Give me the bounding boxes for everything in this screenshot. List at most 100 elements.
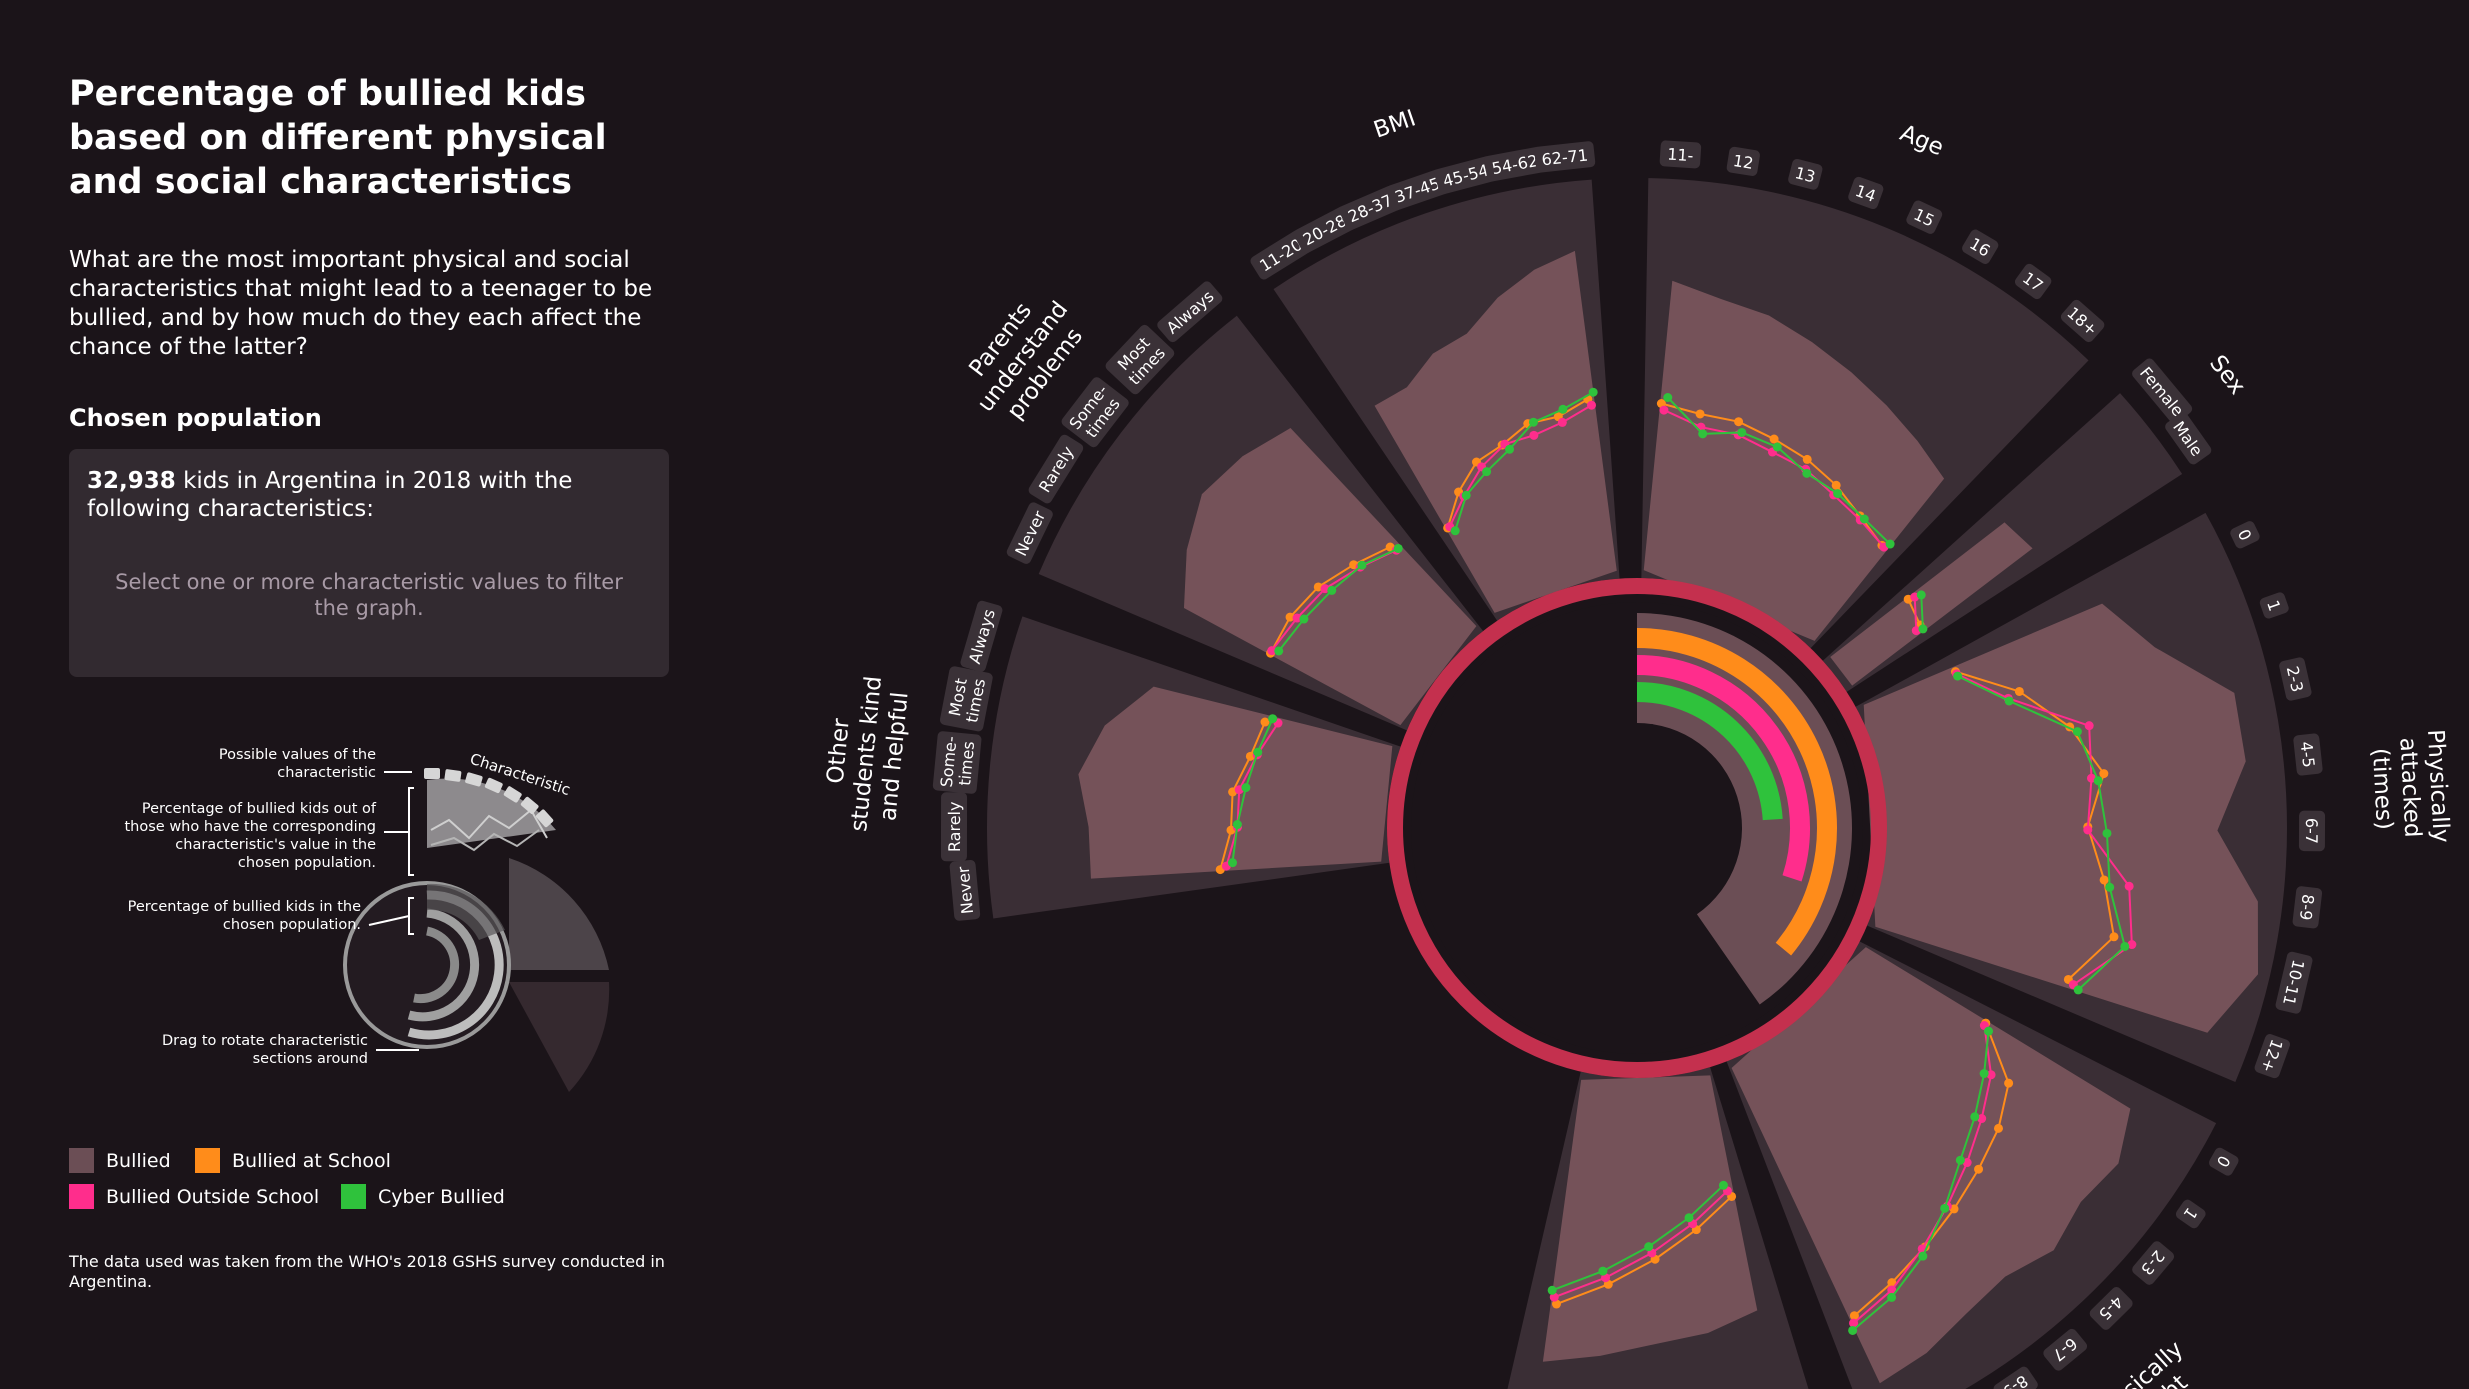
value-tag[interactable]: 17 bbox=[2013, 262, 2053, 301]
value-tag-bg[interactable] bbox=[1249, 228, 1313, 281]
value-tag-bg[interactable] bbox=[949, 859, 981, 922]
sector-sex[interactable] bbox=[1822, 393, 2183, 692]
value-tag[interactable]: 8-9 bbox=[1992, 1365, 2040, 1389]
value-tag-bg[interactable] bbox=[1005, 501, 1054, 566]
value-tag[interactable]: 10-11 bbox=[2275, 951, 2314, 1015]
value-tag[interactable]: 6-7 bbox=[2041, 1327, 2089, 1373]
bullied-area bbox=[1830, 522, 2033, 686]
data-point-cyber bbox=[1916, 590, 1926, 600]
value-tag-bg[interactable] bbox=[1659, 140, 1702, 169]
value-tag-bg[interactable] bbox=[1960, 228, 2000, 266]
value-tag-bg[interactable] bbox=[939, 665, 993, 732]
value-tag-bg[interactable] bbox=[2258, 591, 2290, 620]
value-tag-label: Rarely bbox=[945, 802, 964, 853]
value-tag[interactable]: 62-71 bbox=[1534, 141, 1596, 173]
sector-missed-school-without-permission[interactable] bbox=[1491, 1067, 1827, 1389]
value-tag[interactable]: 12 bbox=[1726, 146, 1761, 177]
value-tag[interactable]: 54-62 bbox=[1483, 146, 1546, 182]
legend-item-outside-school[interactable]: Bullied Outside School bbox=[69, 1184, 319, 1209]
value-tag-bg[interactable] bbox=[2207, 1146, 2240, 1178]
value-tag[interactable]: 14 bbox=[1847, 175, 1885, 210]
value-tag[interactable]: Some-times bbox=[932, 731, 982, 794]
value-tag[interactable]: 11- bbox=[1659, 140, 1702, 169]
value-tag[interactable]: Always bbox=[959, 600, 1003, 674]
data-point-outside-school bbox=[2127, 940, 2137, 950]
sector-physically-attacked-times-[interactable] bbox=[1855, 512, 2288, 1082]
value-tag[interactable]: 0 bbox=[2207, 1146, 2240, 1178]
value-tag-label: 62-71 bbox=[1541, 145, 1589, 169]
guide-annotation: Possible values of the bbox=[219, 747, 376, 763]
value-tag[interactable]: 12+ bbox=[2253, 1033, 2291, 1080]
value-tag-bg[interactable] bbox=[1905, 199, 1944, 236]
value-tag[interactable]: 4-5 bbox=[2293, 733, 2323, 776]
value-tag-bg[interactable] bbox=[2088, 1285, 2135, 1332]
value-tag-bg[interactable] bbox=[2253, 1033, 2291, 1080]
value-tag-bg[interactable] bbox=[2174, 1198, 2208, 1231]
value-tag-bg[interactable] bbox=[1155, 279, 1224, 344]
value-tag-bg[interactable] bbox=[1292, 204, 1357, 255]
value-tag[interactable]: Rarely bbox=[1027, 433, 1085, 505]
value-tag-bg[interactable] bbox=[2298, 810, 2326, 852]
value-tag[interactable]: Always bbox=[1155, 279, 1224, 344]
value-tag-bg[interactable] bbox=[1534, 141, 1596, 173]
sector-other-students-kind-and-helpful[interactable] bbox=[987, 616, 1401, 919]
value-tag-bg[interactable] bbox=[2163, 411, 2213, 467]
bullied-area bbox=[1863, 603, 2259, 1033]
value-tag-bg[interactable] bbox=[1726, 146, 1761, 177]
value-tag[interactable]: 4-5 bbox=[2088, 1285, 2135, 1332]
value-tag-bg[interactable] bbox=[2229, 519, 2262, 550]
value-tag-bg[interactable] bbox=[1992, 1365, 2040, 1389]
data-point-cyber bbox=[1848, 1325, 1858, 1335]
value-tag-bg[interactable] bbox=[1385, 168, 1450, 212]
population-summary: 32,938 kids in Argentina in 2018 with th… bbox=[87, 467, 647, 523]
value-tag[interactable]: 1 bbox=[2258, 591, 2290, 620]
sector-parents-understand-problems[interactable] bbox=[1038, 315, 1484, 731]
value-tag-bg[interactable] bbox=[940, 792, 968, 862]
value-tag-bg[interactable] bbox=[2130, 1239, 2176, 1287]
value-tag-bg[interactable] bbox=[2041, 1327, 2089, 1373]
value-tag[interactable]: Never bbox=[949, 859, 981, 922]
legend-item-bullied[interactable]: Bullied bbox=[69, 1148, 171, 1173]
value-tag[interactable]: 13 bbox=[1787, 158, 1824, 191]
value-tag[interactable]: 18+ bbox=[2059, 298, 2107, 344]
value-tag-bg[interactable] bbox=[1027, 433, 1085, 505]
value-tag-bg[interactable] bbox=[2292, 886, 2323, 929]
legend-swatch bbox=[195, 1148, 220, 1173]
value-tag[interactable]: Rarely bbox=[940, 792, 968, 862]
value-tag-bg[interactable] bbox=[1060, 375, 1131, 449]
value-tag[interactable]: 2-3 bbox=[2278, 656, 2312, 701]
value-tag[interactable]: 6-7 bbox=[2298, 810, 2326, 852]
sector-age[interactable] bbox=[1641, 178, 2089, 649]
value-tag-bg[interactable] bbox=[1847, 175, 1885, 210]
data-point-outside-school bbox=[1529, 430, 1539, 440]
value-tag-bg[interactable] bbox=[2278, 656, 2312, 701]
legend-item-at-school[interactable]: Bullied at School bbox=[195, 1148, 391, 1173]
sector-bmi[interactable] bbox=[1273, 179, 1620, 621]
guide-illustration: Characteristic bbox=[343, 750, 610, 1092]
sector-physically-fought-times-[interactable] bbox=[1726, 941, 2217, 1389]
value-tag-bg[interactable] bbox=[932, 731, 982, 794]
value-tag-bg[interactable] bbox=[959, 600, 1003, 674]
value-tag[interactable]: 2-3 bbox=[2130, 1239, 2176, 1287]
value-tag-bg[interactable] bbox=[1433, 155, 1497, 195]
value-tag-bg[interactable] bbox=[1104, 323, 1177, 396]
value-tag-bg[interactable] bbox=[1483, 146, 1546, 182]
value-tag-bg[interactable] bbox=[2293, 733, 2323, 776]
value-tag[interactable]: 1 bbox=[2174, 1198, 2208, 1231]
value-tag-bg[interactable] bbox=[1787, 158, 1824, 191]
value-tag-bg[interactable] bbox=[2275, 951, 2314, 1015]
legend-item-cyber[interactable]: Cyber Bullied bbox=[341, 1184, 505, 1209]
value-tag[interactable]: 15 bbox=[1905, 199, 1944, 236]
value-tag-bg[interactable] bbox=[2013, 262, 2053, 301]
value-tag[interactable]: 8-9 bbox=[2292, 886, 2323, 929]
value-tag[interactable]: 16 bbox=[1960, 228, 2000, 266]
value-tag-bg[interactable] bbox=[2059, 298, 2107, 344]
data-point-cyber bbox=[1833, 489, 1843, 499]
value-tag[interactable]: 0 bbox=[2229, 519, 2262, 550]
value-tag-bg[interactable] bbox=[1338, 184, 1403, 231]
value-tag-bg[interactable] bbox=[2130, 356, 2194, 426]
